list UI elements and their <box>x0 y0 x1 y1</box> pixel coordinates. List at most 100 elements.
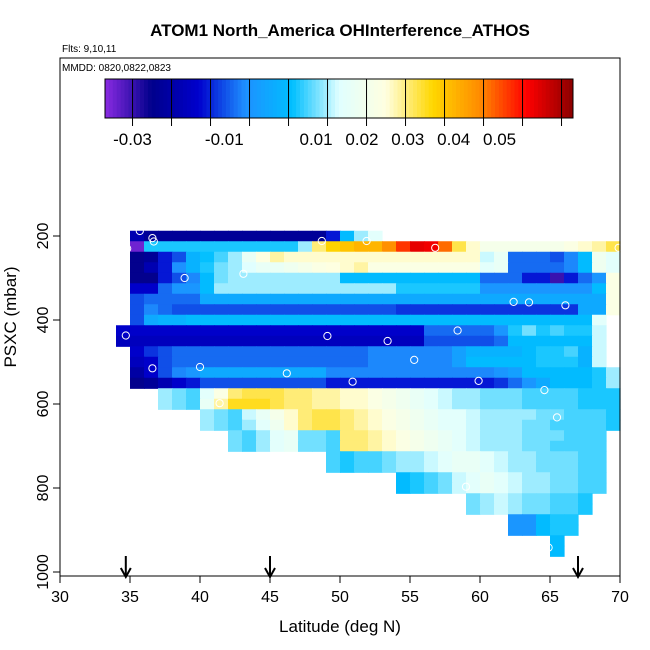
heatmap-cell <box>326 272 341 284</box>
heatmap-cell <box>228 430 243 442</box>
heatmap-cell <box>480 482 495 494</box>
heatmap-cell <box>158 262 173 274</box>
colorbar-segment <box>171 79 176 118</box>
flight-point <box>317 236 326 246</box>
heatmap-cell <box>186 293 201 305</box>
heatmap-cell <box>368 430 383 442</box>
heatmap-cell <box>270 409 285 421</box>
heatmap-cell <box>494 293 509 305</box>
heatmap-cell <box>606 241 621 253</box>
heatmap-cell <box>200 346 215 358</box>
heatmap-cell <box>186 262 201 274</box>
colorbar-segment <box>514 79 519 118</box>
x-tick-label: 35 <box>121 589 139 606</box>
heatmap-cell <box>466 314 481 326</box>
colorbar-segment <box>140 79 145 118</box>
heatmap-cell <box>242 251 257 263</box>
heatmap-cell <box>256 293 271 305</box>
flight-point <box>461 482 471 491</box>
heatmap-cell <box>242 325 257 337</box>
x-axis: 30 35 40 45 50 55 60 65 70 <box>51 576 629 606</box>
flight-point <box>148 364 157 373</box>
colorbar-segment <box>108 79 114 118</box>
heatmap-cell <box>606 388 621 400</box>
heatmap-cell <box>438 241 453 253</box>
colorbar-segment <box>186 79 192 118</box>
heatmap-cell <box>536 493 551 505</box>
heatmap-cell <box>438 409 453 421</box>
heatmap-cell <box>452 251 467 263</box>
heatmap-cell <box>242 409 257 421</box>
heatmap-cell <box>270 230 285 242</box>
heatmap-cell <box>592 293 607 305</box>
heatmap-cell <box>382 314 397 326</box>
heatmap-cell <box>508 272 523 284</box>
heatmap-cell <box>368 293 383 305</box>
colorbar-segment <box>366 79 371 118</box>
heatmap-cell <box>592 451 607 463</box>
heatmap-cell <box>522 388 537 400</box>
heatmap-cell <box>550 388 565 400</box>
heatmap-cell <box>228 241 243 253</box>
heatmap-cell <box>340 440 355 452</box>
heatmap-cell <box>536 272 551 284</box>
colorbar-segment <box>319 79 324 118</box>
flight-point <box>453 326 462 335</box>
colorbar-segment <box>292 79 297 118</box>
colorbar-segment <box>530 79 535 118</box>
heatmap-cell <box>522 440 537 452</box>
colorbar-segment <box>167 79 172 118</box>
heatmap-cell <box>578 325 593 337</box>
heatmap-cell <box>536 251 551 263</box>
heatmap-cell <box>158 325 173 337</box>
heatmap-cell <box>438 262 453 274</box>
heatmap-cell <box>326 398 341 410</box>
heatmap-cell <box>578 367 593 379</box>
heatmap-cell <box>172 335 187 347</box>
heatmap-cell <box>298 388 313 400</box>
heatmap-cell <box>214 283 229 295</box>
heatmap-cell <box>424 272 439 284</box>
heatmap-cell <box>214 325 229 337</box>
colorbar-segment <box>194 79 200 118</box>
heatmap-cell <box>564 514 579 526</box>
heatmap-cell <box>550 283 565 295</box>
heatmap-cell <box>368 283 383 295</box>
heatmap-cell <box>536 440 551 452</box>
heatmap-cell <box>438 472 453 484</box>
colorbar-segment <box>491 79 496 118</box>
heatmap-cell <box>494 262 509 274</box>
heatmap-cell <box>284 398 299 410</box>
heatmap-cell <box>536 314 551 326</box>
heatmap-cell <box>494 440 509 452</box>
colorbar-segment <box>323 79 328 118</box>
heatmap-cell <box>242 367 257 379</box>
heatmap-cell <box>606 304 621 316</box>
heatmap-cell <box>522 398 537 410</box>
heatmap-cell <box>158 367 173 379</box>
heatmap-cell <box>508 251 523 263</box>
heatmap-cell <box>508 304 523 316</box>
heatmap-cell <box>410 367 425 379</box>
colorbar-segment <box>389 79 395 118</box>
heatmap-cell <box>396 304 411 316</box>
heatmap-cell <box>130 335 145 347</box>
heatmap-cell <box>410 398 425 410</box>
heatmap-cell <box>186 388 201 400</box>
flight-point <box>121 331 130 340</box>
heatmap-cell <box>606 293 621 305</box>
heatmap-cell <box>186 398 201 410</box>
heatmap-cell <box>326 388 341 400</box>
heatmap-cell <box>354 419 369 431</box>
heatmap-cell <box>438 251 453 263</box>
heatmap-cell <box>522 346 537 358</box>
heatmap-cell <box>578 451 593 463</box>
heatmap-cell <box>480 304 495 316</box>
heatmap-cell <box>242 440 257 452</box>
heatmap-cell <box>270 367 285 379</box>
heatmap-cell <box>494 503 509 515</box>
heatmap-cell <box>214 367 229 379</box>
heatmap-cell <box>284 325 299 337</box>
heatmap-cell <box>312 409 327 421</box>
